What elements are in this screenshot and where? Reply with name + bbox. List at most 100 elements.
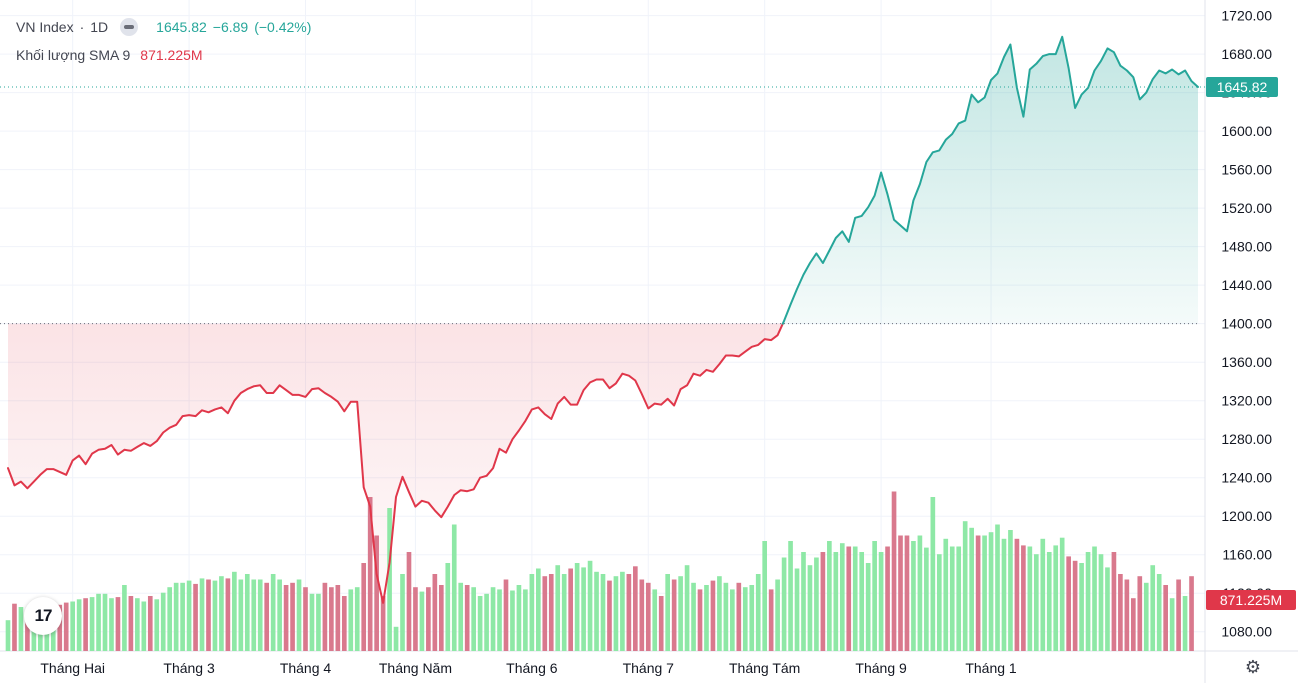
volume-bar [814, 557, 819, 651]
x-tick-label: Tháng 1 [965, 660, 1017, 676]
volume-badge-bg [1206, 590, 1296, 610]
legend-main: VN Index · 1D 1645.82 −6.89 (−0.42%) [16, 17, 311, 37]
volume-bar [419, 591, 425, 651]
volume-bar [535, 568, 541, 651]
volume-bar [620, 571, 625, 651]
volume-bar [975, 535, 981, 651]
volume-bar [613, 576, 619, 651]
last-price: 1645.82 [156, 19, 207, 35]
volume-bar [173, 582, 179, 651]
volume-bar [872, 541, 877, 651]
volume-bar [982, 535, 987, 651]
volume-bar [477, 596, 483, 651]
volume-bar [1105, 567, 1110, 651]
volume-bar [936, 554, 942, 651]
volume-bar [400, 574, 405, 651]
y-tick-label: 1320.00 [1221, 393, 1272, 409]
volume-bar [1189, 576, 1194, 651]
volume-bar [1001, 538, 1007, 651]
volume-bar [969, 527, 974, 651]
volume-bar [1053, 545, 1059, 651]
volume-bar [671, 579, 677, 651]
volume-bar [1124, 579, 1130, 651]
volume-bar [827, 541, 832, 651]
volume-badge: 871.225M [1220, 592, 1282, 608]
volume-bar [516, 585, 522, 651]
area-above-baseline [782, 36, 1198, 324]
volume-bar [380, 596, 386, 651]
y-tick-label: 1520.00 [1221, 200, 1272, 216]
volume-bar [1027, 546, 1033, 651]
volume-bar [607, 580, 612, 651]
y-axis[interactable]: 1720.001680.001640.001600.001560.001520.… [1221, 8, 1272, 640]
price-badge-bg [1206, 77, 1278, 98]
volume-bar [1059, 537, 1065, 651]
volume-bar [393, 626, 399, 651]
volume-bar [186, 580, 192, 651]
volume-indicator-label[interactable]: Khối lượng SMA 9 [16, 47, 131, 63]
volume-bar [1033, 554, 1039, 651]
volume-bar [309, 593, 315, 651]
volume-bar [180, 582, 185, 651]
volume-bar [555, 565, 561, 651]
separator-dot: · [79, 19, 85, 35]
volume-bar [775, 579, 780, 651]
volume-bar [924, 547, 929, 651]
volume-bar [1130, 598, 1136, 651]
volume-bar [956, 546, 962, 651]
price-change: −6.89 [212, 19, 249, 35]
interval-label[interactable]: 1D [90, 19, 109, 35]
volume-bar [232, 571, 237, 651]
volume-bar [807, 565, 813, 651]
volume-bar [587, 560, 593, 651]
volume-bar [523, 589, 528, 651]
tradingview-logo-icon[interactable]: 17 [24, 597, 62, 635]
volume-bar [257, 579, 263, 651]
volume-bar [1163, 585, 1168, 651]
x-tick-label: Tháng 3 [163, 660, 215, 676]
volume-bar [102, 593, 108, 651]
volume-bar [367, 497, 373, 651]
gear-icon[interactable]: ⚙ [1244, 656, 1262, 677]
volume-bar [484, 593, 489, 651]
symbol-name[interactable]: VN Index [16, 19, 74, 35]
volume-bar [1008, 530, 1013, 651]
volume-bar [846, 546, 852, 651]
x-axis[interactable]: Tháng Hai Tháng 3 Tháng 4 Tháng Năm Tháng 6 T… [40, 660, 1017, 676]
volume-bar [645, 582, 651, 651]
volume-bar [781, 557, 787, 651]
collapse-toggle-icon[interactable] [120, 18, 139, 36]
volume-bar [839, 543, 845, 651]
volume-bar [891, 491, 897, 651]
volume-bar [335, 585, 341, 651]
y-tick-label: 1400.00 [1221, 316, 1272, 332]
volume-bar [503, 579, 509, 651]
x-tick-label: Tháng Tám [729, 660, 800, 676]
y-tick-label: 1160.00 [1222, 547, 1272, 563]
volume-bar [652, 589, 658, 651]
volume-bar [510, 590, 515, 651]
volume-bar [949, 546, 955, 651]
volume-bar [12, 603, 17, 651]
volume-bar [147, 596, 153, 651]
y-tick-label: 1600.00 [1221, 123, 1272, 139]
volume-bar [801, 552, 806, 651]
y-tick-label: 1360.00 [1221, 354, 1272, 370]
volume-bar [290, 582, 295, 651]
volume-bar [406, 552, 412, 651]
volume-bar [251, 579, 257, 651]
volume-bar [943, 538, 949, 651]
volume-bar [658, 596, 664, 651]
price-change-pct: (−0.42%) [254, 19, 312, 35]
volume-bar [678, 576, 683, 651]
volume-bar [1118, 574, 1123, 651]
x-tick-label: Tháng Năm [379, 660, 452, 676]
volume-bar [89, 597, 95, 651]
volume-bar [723, 582, 729, 651]
volume-bar [930, 497, 936, 651]
volume-bar [878, 552, 884, 651]
volume-bar [820, 552, 826, 651]
price-line-down [7, 322, 784, 604]
